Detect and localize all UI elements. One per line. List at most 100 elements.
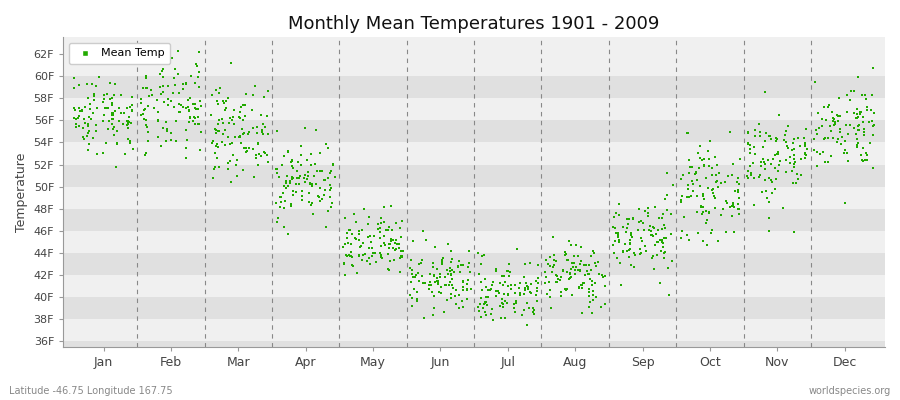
Point (191, 106, 205, 112)
Point (452, 258, 466, 264)
Point (179, 80, 194, 87)
Point (645, 253, 660, 260)
Point (438, 282, 453, 288)
Point (493, 315, 508, 321)
Point (150, 117, 165, 124)
Point (718, 179, 733, 185)
Point (157, 83, 171, 90)
Bar (63, 231, 885, 253)
Point (168, 82, 183, 88)
Point (71, 115, 86, 122)
Point (628, 252, 643, 258)
Point (640, 210, 654, 216)
Point (843, 122, 858, 128)
Point (508, 308, 523, 315)
Point (436, 257, 450, 263)
Point (866, 132, 880, 138)
Point (474, 261, 489, 268)
Point (762, 199, 777, 205)
Point (136, 84, 150, 91)
Point (104, 99, 119, 106)
Point (608, 225, 622, 231)
Point (486, 278, 500, 285)
Point (693, 142, 707, 149)
Point (702, 163, 716, 170)
Point (222, 157, 237, 164)
Point (857, 126, 871, 132)
Point (541, 261, 555, 268)
Point (90, 150, 104, 157)
Point (773, 158, 788, 165)
Point (631, 227, 645, 233)
Point (428, 279, 442, 286)
Point (76, 134, 90, 140)
Point (365, 250, 380, 257)
Point (112, 118, 126, 124)
Point (237, 130, 251, 136)
Point (494, 273, 508, 280)
Point (414, 259, 428, 266)
Point (681, 130, 696, 136)
Point (163, 137, 177, 144)
Point (702, 210, 716, 216)
Point (232, 114, 247, 121)
Point (733, 155, 747, 162)
Point (827, 120, 842, 127)
Point (110, 141, 124, 147)
Point (455, 262, 470, 268)
Point (850, 144, 865, 150)
Point (619, 225, 634, 231)
Point (72, 82, 86, 88)
Point (176, 80, 191, 87)
Point (693, 204, 707, 210)
Point (284, 162, 299, 169)
Point (528, 278, 543, 284)
Point (830, 112, 844, 119)
Point (169, 118, 184, 124)
Point (797, 140, 812, 146)
Point (256, 127, 270, 134)
Point (769, 138, 783, 144)
Point (68, 116, 83, 123)
Point (553, 277, 567, 284)
Point (500, 292, 515, 299)
Point (567, 260, 581, 266)
Point (314, 196, 328, 202)
Point (718, 198, 733, 204)
Point (520, 300, 535, 306)
Point (492, 290, 507, 296)
Point (179, 80, 194, 87)
Point (317, 177, 331, 183)
Point (290, 168, 304, 174)
Point (612, 212, 626, 218)
Point (549, 279, 563, 286)
Point (191, 74, 205, 80)
Point (304, 200, 319, 207)
Point (798, 149, 813, 156)
Point (606, 242, 620, 248)
Point (139, 85, 153, 91)
Point (636, 219, 651, 226)
Point (460, 296, 474, 302)
Point (743, 149, 758, 156)
Point (125, 108, 140, 114)
Point (866, 122, 880, 129)
Point (742, 146, 757, 152)
Point (394, 247, 409, 254)
Point (573, 268, 588, 274)
Point (138, 106, 152, 112)
Point (850, 115, 864, 122)
Point (310, 192, 325, 199)
Point (864, 107, 878, 113)
Point (503, 268, 517, 275)
Point (77, 104, 92, 110)
Point (520, 284, 535, 290)
Point (527, 307, 542, 313)
Point (758, 166, 772, 172)
Point (454, 262, 468, 268)
Point (642, 213, 656, 219)
Point (437, 308, 452, 315)
Point (182, 108, 196, 114)
Point (539, 257, 554, 264)
Point (207, 166, 221, 172)
